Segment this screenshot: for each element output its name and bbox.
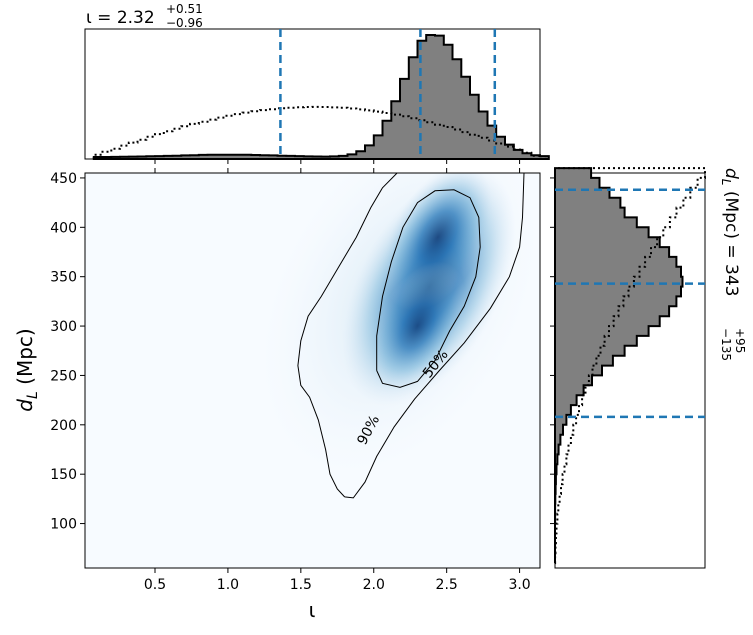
- y-axis-label-unit: (Mpc): [13, 328, 37, 391]
- right-title-minus: −135: [719, 328, 733, 361]
- contour-90: [297, 172, 525, 499]
- iota-posterior: [92, 34, 550, 160]
- right-title-plus: +95: [733, 328, 747, 353]
- right-title: dL (Mpc) = 343 +95 −135: [719, 168, 747, 361]
- y-axis-ticks: 100 150 200 250 300 350 400 450: [50, 171, 555, 533]
- top-title-symbol: ι: [86, 8, 92, 28]
- iota-prior: [92, 105, 550, 160]
- density-panel: 50%90% 0.5 1.0 1.5 2.0 2.5 3.0 10015020025030…: [50, 159, 555, 593]
- x-axis-ticks: 0.5 1.0 1.5 2.0 2.5 3.0: [144, 159, 531, 593]
- top-title-plus: +0.51: [166, 2, 203, 16]
- right-title-sub: L: [719, 179, 733, 186]
- y-axis-label-main: d: [13, 399, 37, 412]
- y-axis-label: dL (Mpc): [13, 328, 41, 411]
- contour-50: [376, 189, 481, 388]
- x-tick-label: 0.5: [144, 577, 166, 593]
- y-tick-label: 100: [50, 517, 77, 533]
- y-tick-label: 350: [50, 270, 77, 286]
- iota-histogram-panel: [84, 28, 550, 160]
- iota-histogram: [92, 29, 550, 160]
- x-tick-label: 3.0: [508, 577, 530, 593]
- density-blob: [369, 261, 466, 391]
- y-tick-label: 300: [50, 319, 77, 335]
- density-map: [261, 173, 539, 474]
- y-tick-label: 400: [50, 220, 77, 236]
- dl-prior: [554, 167, 706, 565]
- dl-posterior: [554, 167, 684, 564]
- y-tick-label: 450: [50, 171, 77, 187]
- svg-text:dL (Mpc) = 343: dL (Mpc) = 343: [719, 168, 741, 296]
- top-title-eq: = 2.32: [92, 8, 155, 28]
- density-frame: [84, 172, 541, 569]
- top-title-minus: −0.96: [166, 16, 203, 30]
- x-tick-label: 2.0: [363, 577, 385, 593]
- y-tick-label: 200: [50, 418, 77, 434]
- y-tick-label: 250: [50, 368, 77, 384]
- dl-histogram: [554, 167, 706, 565]
- x-tick-label: 1.5: [290, 577, 312, 593]
- dl-histogram-panel: [554, 167, 706, 569]
- x-axis-label: ι: [309, 598, 316, 622]
- y-axis-label-sub: L: [25, 391, 41, 399]
- right-title-text: (Mpc) = 343: [721, 185, 741, 296]
- x-tick-label: 2.5: [436, 577, 458, 593]
- y-tick-label: 150: [50, 467, 77, 483]
- right-title-symbol: d: [721, 168, 741, 179]
- x-tick-label: 1.0: [217, 577, 239, 593]
- top-title: ι = 2.32 +0.51 −0.96: [86, 2, 203, 30]
- svg-text:ι = 2.32: ι = 2.32: [86, 8, 155, 28]
